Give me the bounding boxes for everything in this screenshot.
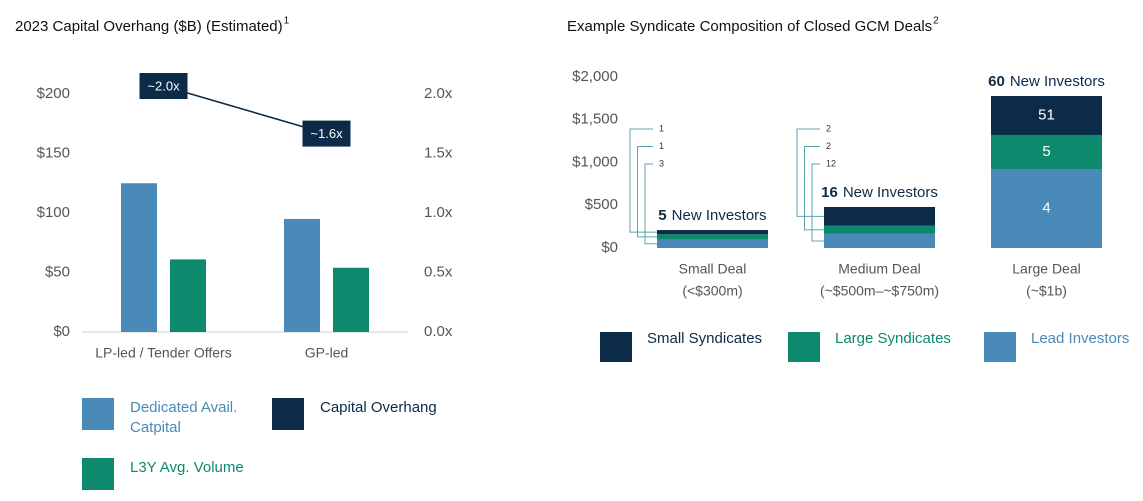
legend-label: Dedicated Avail. Catpital bbox=[130, 399, 238, 436]
y2-tick-label: 0.5x bbox=[424, 263, 453, 280]
y-tick-label: $150 bbox=[37, 144, 70, 161]
x-tick-label: (<$300m) bbox=[682, 283, 742, 299]
legend-label: L3Y Avg. Volume bbox=[130, 459, 244, 476]
legend-label: Lead Investors bbox=[1031, 330, 1129, 347]
legend-swatch bbox=[788, 332, 820, 362]
segment-label: 4 bbox=[1042, 199, 1050, 216]
total-label: 5 New Investors bbox=[658, 207, 766, 224]
x-tick-label: Small Deal bbox=[679, 261, 747, 277]
x-tick-label: Large Deal bbox=[1012, 261, 1081, 277]
chart-title: Example Syndicate Composition of Closed … bbox=[567, 18, 932, 35]
segment-label: 2 bbox=[826, 141, 831, 151]
bar bbox=[170, 259, 206, 332]
y-tick-label: $100 bbox=[37, 204, 70, 221]
y-tick-label: $1,000 bbox=[572, 153, 618, 170]
bar bbox=[333, 267, 369, 332]
x-tick-label: (~$500m–~$750m) bbox=[820, 283, 939, 299]
segment-label: 5 bbox=[1042, 143, 1050, 160]
segment-label: 3 bbox=[659, 158, 664, 168]
total-suffix: New Investors bbox=[1010, 73, 1105, 90]
bar-segment bbox=[824, 225, 935, 234]
y2-tick-label: 1.0x bbox=[424, 204, 453, 221]
bar-segment bbox=[991, 134, 1102, 169]
total-label: 60 New Investors bbox=[988, 73, 1105, 90]
value-label-box bbox=[302, 120, 351, 147]
y2-tick-label: 0.0x bbox=[424, 323, 453, 340]
callout-line bbox=[644, 163, 657, 245]
y-tick-label: $0 bbox=[53, 323, 70, 340]
total-suffix: New Investors bbox=[672, 207, 767, 224]
legend-item: Dedicated Avail. Catpital bbox=[82, 398, 260, 438]
value-label: ~1.6x bbox=[310, 126, 343, 141]
segment-label: 51 bbox=[1038, 106, 1055, 123]
callout-line bbox=[811, 163, 824, 242]
total-suffix: New Investors bbox=[843, 184, 938, 201]
total-value: 60 bbox=[988, 73, 1005, 90]
legend-label: Large Syndicates bbox=[835, 330, 951, 347]
callout-line bbox=[637, 146, 657, 238]
callout-line bbox=[804, 146, 824, 231]
title-footnote: 2 bbox=[933, 16, 939, 27]
legend-label: Capital Overhang bbox=[320, 399, 437, 416]
bar bbox=[121, 183, 157, 332]
legend-item: L3Y Avg. Volume bbox=[82, 458, 260, 490]
y-tick-label: $500 bbox=[585, 196, 618, 213]
legend-swatch bbox=[82, 398, 114, 430]
bar-segment bbox=[657, 239, 768, 248]
total-value: 16 bbox=[821, 184, 838, 201]
x-tick-label: GP-led bbox=[305, 345, 349, 361]
y2-tick-label: 2.0x bbox=[424, 85, 453, 102]
x-tick-label: (~$1b) bbox=[1026, 283, 1067, 299]
line bbox=[163, 85, 327, 135]
segment-label: 1 bbox=[659, 141, 664, 151]
bar-segment bbox=[657, 234, 768, 240]
legend-swatch bbox=[82, 458, 114, 490]
y-tick-label: $50 bbox=[45, 263, 70, 280]
legend-item: Capital Overhang bbox=[272, 398, 450, 430]
y-tick-label: $2,000 bbox=[572, 68, 618, 85]
y-tick-label: $1,500 bbox=[572, 111, 618, 128]
x-tick-label: LP-led / Tender Offers bbox=[95, 345, 231, 361]
segment-label: 12 bbox=[826, 158, 836, 168]
callout-line bbox=[629, 128, 657, 233]
value-label: ~2.0x bbox=[147, 78, 180, 93]
y2-tick-label: 1.5x bbox=[424, 144, 453, 161]
bar-segment bbox=[657, 230, 768, 235]
callout-line bbox=[796, 128, 824, 217]
total-label: 16 New Investors bbox=[821, 184, 938, 201]
x-tick-label: Medium Deal bbox=[838, 261, 920, 277]
legend-swatch bbox=[272, 398, 304, 430]
bar-segment bbox=[824, 233, 935, 248]
y-tick-label: $0 bbox=[601, 239, 618, 256]
bar-segment bbox=[991, 95, 1102, 135]
chart-title: 2023 Capital Overhang ($B) (Estimated) bbox=[15, 18, 283, 35]
value-label-box bbox=[139, 73, 188, 99]
title-footnote: 1 bbox=[284, 16, 290, 27]
y-tick-label: $200 bbox=[37, 85, 70, 102]
bar-segment bbox=[824, 206, 935, 226]
legend-swatch bbox=[600, 332, 632, 362]
legend-swatch bbox=[984, 332, 1016, 362]
bar bbox=[284, 218, 320, 332]
segment-label: 1 bbox=[659, 123, 664, 133]
legend-label: Small Syndicates bbox=[647, 330, 762, 347]
segment-label: 2 bbox=[826, 123, 831, 133]
bar-segment bbox=[991, 168, 1102, 248]
total-value: 5 bbox=[658, 207, 666, 224]
